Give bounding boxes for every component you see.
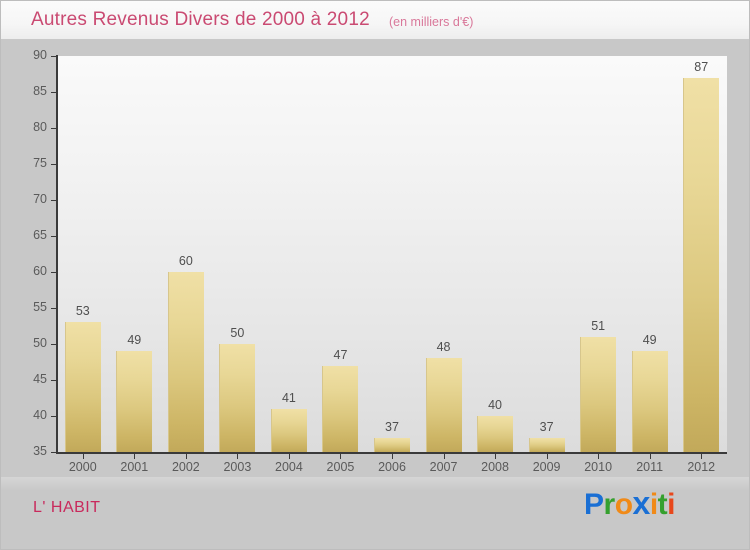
bar-value-label: 47 [333, 347, 348, 362]
y-axis-label: 55 [33, 300, 47, 314]
y-axis-tick [51, 380, 57, 381]
bar-value-label: 40 [488, 398, 503, 412]
y-axis-tick [51, 56, 57, 57]
y-axis-label: 70 [33, 192, 47, 206]
x-axis-label: 2012 [687, 460, 716, 474]
y-axis-label: 85 [33, 84, 47, 98]
y-axis-tick [51, 200, 57, 201]
x-axis-label: 2007 [429, 460, 458, 474]
bar[interactable] [116, 351, 153, 452]
y-axis-tick [51, 344, 57, 345]
logo-letter: x [632, 485, 651, 521]
bar-value-label: 60 [178, 254, 193, 268]
x-axis-tick [701, 454, 703, 459]
y-axis-tick [51, 272, 57, 273]
bar-value-label: 87 [694, 59, 709, 74]
y-axis-label: 65 [33, 228, 47, 242]
y-axis-label: 45 [33, 372, 47, 386]
x-axis-label: 2001 [120, 460, 149, 474]
x-axis-tick [598, 454, 600, 459]
y-axis-label: 50 [33, 336, 47, 350]
y-axis-label: 60 [33, 264, 47, 278]
logo-letter: i [667, 488, 676, 521]
bar-value-label: 48 [436, 340, 451, 355]
bar[interactable] [425, 358, 462, 452]
x-axis-label: 2002 [171, 460, 200, 474]
x-axis-label: 2006 [378, 460, 406, 474]
x-axis-tick [237, 454, 239, 459]
y-axis-label: 35 [33, 444, 47, 458]
x-axis-label: 2000 [68, 460, 97, 474]
y-axis-line [56, 55, 58, 453]
y-axis-tick [51, 92, 57, 93]
bar[interactable] [322, 365, 359, 452]
y-axis-tick [51, 164, 57, 165]
y-axis-label: 75 [33, 156, 47, 170]
x-axis-label: 2010 [584, 460, 613, 474]
x-axis-tick [185, 454, 187, 459]
x-axis-label: 2011 [636, 460, 664, 474]
bar[interactable] [528, 437, 565, 452]
x-axis-label: 2005 [326, 460, 355, 474]
bar[interactable] [374, 437, 410, 452]
x-axis-tick [546, 454, 548, 459]
proxiti-logo[interactable]: Proxiti [584, 485, 676, 522]
logo-letter: o [614, 488, 633, 521]
x-axis-tick [340, 454, 342, 459]
footer-divider [1, 477, 749, 491]
y-axis-tick [51, 452, 57, 453]
chart-footer: L' HABIT [1, 477, 749, 549]
y-axis-tick [51, 236, 57, 237]
location-label: L' HABIT [33, 499, 101, 516]
y-axis-tick [51, 308, 57, 309]
bar-value-label: 51 [591, 318, 606, 333]
x-axis-tick [649, 454, 651, 459]
page-title: Autres Revenus Divers de 2000 à 2012 [31, 9, 370, 30]
chart-subtitle: (en milliers d'€) [389, 15, 474, 29]
logo-letter: t [657, 488, 668, 521]
logo-letter: r [603, 488, 616, 521]
bar[interactable] [683, 77, 720, 452]
logo-letter: i [649, 488, 658, 521]
bar[interactable] [167, 272, 204, 452]
y-axis-tick [51, 416, 57, 417]
bar[interactable] [580, 336, 617, 452]
bar[interactable] [64, 322, 101, 452]
x-axis-label: 2009 [532, 460, 561, 474]
y-axis-label: 80 [33, 120, 47, 134]
x-axis-label: 2008 [481, 460, 509, 474]
x-axis-line [56, 452, 727, 454]
x-axis-tick [443, 454, 445, 459]
y-axis-label: 90 [33, 48, 47, 62]
bar[interactable] [270, 408, 307, 452]
logo-letter: P [584, 488, 604, 521]
x-axis-label: 2004 [275, 460, 303, 474]
y-axis-tick [51, 128, 57, 129]
x-axis-tick [82, 454, 84, 459]
bar[interactable] [219, 344, 256, 452]
x-axis-tick [495, 454, 497, 459]
plot-area [57, 56, 727, 452]
bar-value-label: 50 [230, 326, 245, 340]
bar-value-label: 37 [385, 419, 399, 434]
bar-value-label: 49 [127, 333, 142, 348]
bar[interactable] [631, 351, 668, 452]
x-axis-label: 2003 [223, 460, 252, 474]
bar-value-label: 41 [281, 390, 296, 405]
bar[interactable] [477, 416, 514, 452]
x-axis-tick [288, 454, 290, 459]
chart-header: Autres Revenus Divers de 2000 à 2012 (en… [1, 1, 749, 39]
bar-value-label: 37 [539, 419, 554, 434]
x-axis-tick [134, 454, 136, 459]
x-axis-tick [392, 454, 393, 459]
bar-value-label: 53 [75, 304, 90, 319]
bar-value-label: 49 [642, 333, 657, 348]
y-axis-label: 40 [33, 408, 47, 422]
